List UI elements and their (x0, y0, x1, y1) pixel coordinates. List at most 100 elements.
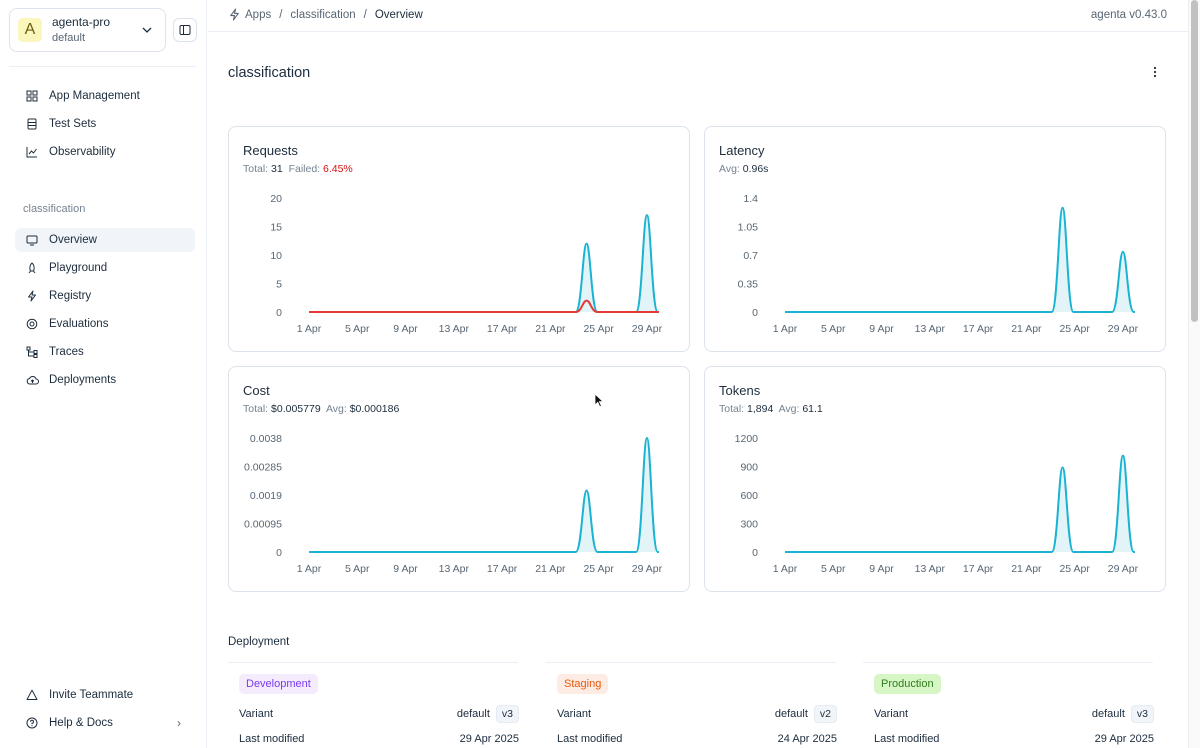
stat-label: Avg: (325, 403, 347, 415)
version-chip: v2 (813, 705, 837, 723)
latency-card: Latency Avg: 0.96s 1.4 1.05 0.7 0.35 0 1 Apr 5… (704, 126, 1166, 352)
sidebar-item-app-management[interactable]: App Management (15, 84, 195, 108)
x-tick-label: 1 Apr (297, 563, 322, 575)
x-tick-label: 21 Apr (535, 563, 566, 575)
series-line (785, 206, 1135, 313)
environment-card-staging[interactable]: Staging Variant default v2 Last modified … (546, 662, 837, 748)
app-section-label: classification (23, 203, 86, 215)
sidebar-item-label: Test Sets (49, 118, 97, 130)
rocket-icon (25, 261, 39, 275)
x-tick-label: 9 Apr (869, 323, 894, 335)
x-tick-label: 5 Apr (345, 323, 370, 335)
sidebar-collapse-button[interactable] (173, 18, 197, 42)
modified-label: Last modified (874, 733, 940, 745)
y-tick-label: 0.00095 (244, 519, 282, 531)
x-tick-label: 13 Apr (915, 563, 946, 575)
y-tick-label: 1.05 (738, 222, 759, 234)
monitor-icon (25, 233, 39, 247)
sidebar-item-evaluations[interactable]: Evaluations (15, 312, 195, 336)
sidebar-item-label: Evaluations (49, 318, 109, 330)
x-tick-label: 29 Apr (1108, 323, 1139, 335)
vertical-scrollbar[interactable] (1188, 0, 1200, 748)
variant-row: Variant default v3 (239, 705, 519, 723)
x-tick-label: 5 Apr (345, 563, 370, 575)
modified-label: Last modified (239, 733, 305, 745)
card-stats: Total: 1,894 Avg: 61.1 (719, 403, 823, 415)
stat-label: Total: (719, 403, 745, 415)
question-circle-icon (25, 716, 39, 730)
sidebar-item-registry[interactable]: Registry (15, 284, 195, 308)
sidebar-item-help-docs[interactable]: Help & Docs › (15, 711, 195, 735)
stat-label: Failed: (288, 163, 321, 175)
x-tick-label: 1 Apr (773, 563, 798, 575)
sidebar-item-invite-teammate[interactable]: Invite Teammate (15, 683, 195, 707)
tokens-card: Tokens Total: 1,894 Avg: 61.1 1200 900 600… (704, 366, 1166, 592)
latency-chart: 1.4 1.05 0.7 0.35 0 1 Apr 5 Apr 9 Apr 13 Apr 17 A… (738, 193, 1139, 335)
breadcrumb-app[interactable]: classification (290, 8, 356, 21)
card-stats: Avg: 0.96s (719, 163, 768, 175)
cost-card: Cost Total: $0.005779 Avg: $0.000186 0.0… (228, 366, 690, 592)
sidebar-item-test-sets[interactable]: Test Sets (15, 112, 195, 136)
scrollbar-thumb[interactable] (1191, 0, 1198, 322)
stat-value: $0.005779 (271, 403, 321, 415)
stat-label: Avg: (719, 163, 740, 175)
breadcrumb-apps[interactable]: Apps (245, 8, 272, 21)
variant-label: Variant (874, 708, 909, 720)
modified-label: Last modified (557, 733, 623, 745)
sidebar: A agenta-pro default App Management Test… (0, 0, 207, 748)
card-stats: Total: 31 Failed: 6.45% (243, 163, 353, 175)
series-area-fill (575, 438, 658, 552)
cloud-arrow-up-icon (25, 373, 39, 387)
x-tick-label: 1 Apr (773, 323, 798, 335)
sidebar-item-label: Traces (49, 346, 84, 358)
modified-date: 24 Apr 2025 (777, 733, 837, 745)
modified-row: Last modified 24 Apr 2025 (557, 733, 837, 745)
x-tick-label: 1 Apr (297, 323, 322, 335)
card-title: Tokens (719, 383, 761, 398)
y-tick-label: 0 (752, 307, 758, 319)
x-tick-label: 21 Apr (535, 323, 566, 335)
sidebar-item-label: Overview (49, 234, 97, 246)
y-tick-label: 0 (276, 547, 282, 559)
environment-card-development[interactable]: Development Variant default v3 Last modif… (228, 662, 519, 748)
x-tick-label: 9 Apr (393, 563, 418, 575)
environment-tag: Production (874, 674, 941, 694)
y-tick-label: 5 (276, 279, 282, 291)
x-tick-label: 25 Apr (1059, 563, 1090, 575)
version-chip: v3 (495, 705, 519, 723)
version-chip: v3 (1130, 705, 1154, 723)
sidebar-divider (9, 66, 196, 67)
org-avatar: A (18, 18, 42, 42)
variant-name: default (774, 708, 808, 720)
version-label: agenta v0.43.0 (1090, 9, 1167, 21)
more-options-button[interactable] (1148, 64, 1162, 80)
sidebar-item-label: Observability (49, 146, 116, 158)
sidebar-item-playground[interactable]: Playground (15, 256, 195, 280)
series-line (309, 214, 659, 313)
stat-label: Avg: (778, 403, 800, 415)
x-tick-label: 21 Apr (1011, 323, 1042, 335)
environment-card-production[interactable]: Production Variant default v3 Last modifi… (863, 662, 1154, 748)
breadcrumb-separator: / (363, 8, 367, 21)
x-tick-label: 13 Apr (439, 323, 470, 335)
x-tick-label: 29 Apr (1108, 563, 1139, 575)
org-switcher[interactable]: A agenta-pro default (9, 8, 166, 52)
sidebar-item-label: Registry (49, 290, 92, 302)
series-line (785, 454, 1135, 553)
variant-label: Variant (557, 708, 592, 720)
stat-value: 0.96s (742, 163, 769, 175)
sidebar-item-overview[interactable]: Overview (15, 228, 195, 252)
card-stats: Total: $0.005779 Avg: $0.000186 (243, 403, 399, 415)
y-tick-label: 600 (740, 490, 758, 502)
y-tick-label: 1200 (735, 433, 759, 445)
sidebar-item-traces[interactable]: Traces (15, 340, 195, 364)
modified-row: Last modified 29 Apr 2025 (239, 733, 519, 745)
x-tick-label: 5 Apr (821, 563, 846, 575)
stat-value: 31 (271, 163, 283, 175)
tokens-chart: 1200 900 600 300 0 1 Apr 5 Apr 9 Apr 13 Apr 17 Ap… (735, 433, 1139, 575)
sidebar-item-deployments[interactable]: Deployments (15, 368, 195, 392)
x-tick-label: 21 Apr (1011, 563, 1042, 575)
series-line (309, 436, 659, 553)
sidebar-item-observability[interactable]: Observability (15, 140, 195, 164)
